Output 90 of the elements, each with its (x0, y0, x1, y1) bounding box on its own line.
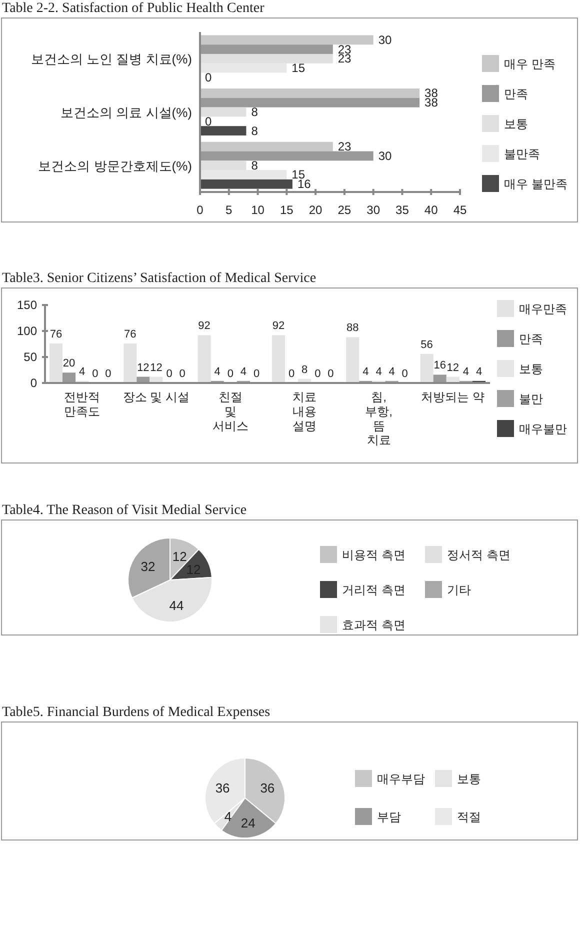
data-label: 0 (328, 368, 334, 380)
chart-title: Table5. Financial Burdens of Medical Expenses (2, 705, 270, 720)
data-label: 76 (50, 328, 62, 340)
chart-title: Table3. Senior Citizens’ Satisfaction of Medical Service (2, 271, 316, 286)
data-label: 30 (378, 148, 392, 163)
x-tick-label: 처방되는 약 (421, 390, 485, 404)
x-tick-label: 장소 및 시설 (122, 390, 190, 404)
data-label: 0 (314, 368, 321, 380)
chart-title: Table4. The Reason of Visit Medial Service (2, 503, 247, 518)
data-label: 30 (378, 32, 392, 47)
data-label: 4 (388, 366, 395, 378)
x-tick-label: 15 (280, 203, 294, 217)
data-label: 8 (251, 124, 258, 138)
x-tick-label: 30 (366, 203, 380, 217)
data-label: 44 (169, 598, 184, 614)
legend-label: 효과적 측면 (342, 618, 406, 632)
data-label: 92 (198, 320, 210, 332)
y-tick-label: 보건소의 노인 질병 치료(%) (30, 52, 192, 67)
data-label: 0 (288, 368, 295, 380)
legend-label: 매우부담 (377, 772, 425, 786)
legend-label: 거리적 측면 (342, 583, 406, 597)
data-label: 56 (420, 338, 433, 351)
legend-label: 매우 만족 (504, 57, 556, 71)
data-label: 88 (346, 322, 359, 334)
x-tick-label: 침, 부항, 뜸 치료 (365, 390, 392, 448)
x-tick-label: 10 (251, 203, 265, 217)
x-tick-label: 35 (396, 203, 410, 217)
data-label: 4 (240, 366, 247, 378)
data-label: 15 (292, 61, 306, 76)
x-tick-label: 45 (453, 203, 467, 217)
data-label: 0 (227, 368, 234, 380)
legend-label: 매우만족 (519, 302, 567, 316)
x-tick-label: 치료 내용 설명 (292, 390, 317, 433)
y-tick-label: 보건소의 방문간호제도(%) (38, 158, 192, 174)
y-tick-label: 50 (24, 350, 38, 364)
legend-label: 적절 (457, 810, 481, 824)
data-label: 8 (302, 364, 308, 376)
chart-title: Table 2-2. Satisfaction of Public Health Center (2, 1, 265, 16)
data-label: 76 (124, 328, 136, 340)
data-label: 0 (92, 368, 98, 380)
legend-label: 만족 (519, 332, 543, 346)
data-label: 36 (215, 780, 230, 796)
data-label: 0 (205, 70, 212, 84)
legend-label: 불만족 (504, 147, 540, 161)
legend-label: 만족 (504, 87, 528, 101)
data-label: 4 (79, 366, 86, 378)
legend-label: 매우불만 (519, 422, 567, 436)
data-label: 8 (251, 105, 258, 119)
data-label: 0 (402, 368, 408, 380)
x-tick-label: 0 (196, 203, 204, 217)
data-label: 16 (434, 360, 446, 372)
x-tick-label: 20 (308, 203, 323, 217)
data-label: 0 (253, 368, 260, 380)
x-tick-label: 40 (424, 203, 438, 217)
data-label: 24 (240, 816, 256, 831)
data-label: 32 (140, 559, 156, 574)
legend-label: 보통 (519, 362, 543, 376)
data-label: 4 (362, 366, 369, 378)
legend-label: 불만 (519, 392, 543, 406)
data-label: 4 (476, 366, 482, 378)
legend-label: 매우 불만족 (504, 177, 568, 191)
data-label: 4 (462, 366, 470, 378)
legend-label: 보통 (504, 117, 528, 131)
y-tick-label: 0 (30, 376, 38, 390)
data-label: 12 (150, 362, 162, 374)
data-label: 92 (272, 320, 285, 332)
legend-label: 보통 (457, 772, 481, 786)
data-label: 12 (446, 362, 460, 374)
data-label: 20 (62, 358, 76, 370)
data-label: 0 (205, 114, 212, 128)
data-label: 36 (260, 780, 275, 796)
x-tick-label: 전반적 만족도 (64, 390, 100, 418)
data-label: 4 (376, 366, 382, 378)
x-tick-label: 25 (338, 203, 352, 217)
x-tick-label: 5 (226, 203, 233, 217)
data-label: 12 (172, 548, 187, 564)
y-tick-label: 150 (16, 298, 38, 312)
y-tick-label: 100 (16, 324, 38, 338)
legend-label: 정서적 측면 (447, 548, 510, 562)
data-label: 4 (224, 809, 232, 824)
data-label: 8 (251, 158, 258, 172)
data-label: 0 (166, 368, 172, 380)
data-label: 4 (214, 366, 220, 378)
data-label: 12 (137, 362, 150, 374)
legend-label: 비용적 측면 (342, 548, 406, 562)
x-tick-label: 친절 및 서비스 (212, 390, 248, 433)
y-tick-label: 보건소의 의료 시설(%) (60, 105, 192, 120)
data-label: 23 (338, 140, 352, 154)
legend-label: 기타 (447, 583, 471, 597)
legend-label: 부담 (377, 810, 401, 824)
